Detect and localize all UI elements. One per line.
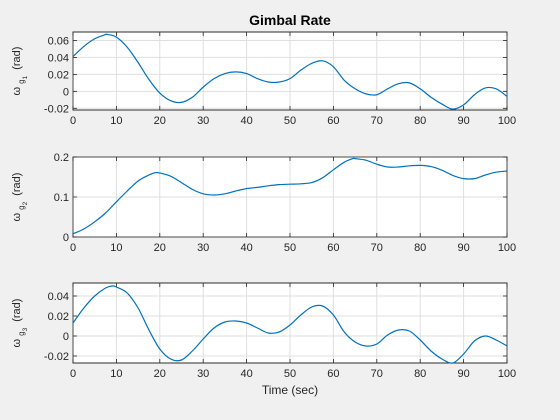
chart-title: Gimbal Rate bbox=[249, 12, 331, 28]
y-label-subscript: g bbox=[17, 79, 26, 83]
y-tick-label: 0.1 bbox=[54, 192, 69, 204]
x-tick-label: 90 bbox=[457, 115, 469, 127]
x-tick-label: 30 bbox=[197, 115, 209, 127]
y-tick-label: -0.02 bbox=[44, 103, 69, 115]
y-tick-label: 0.04 bbox=[48, 291, 69, 303]
x-tick-label: 10 bbox=[110, 368, 122, 380]
y-label-subscript: g bbox=[17, 205, 26, 209]
x-tick-label: 10 bbox=[110, 242, 122, 254]
y-label-unit: (rad) bbox=[11, 299, 23, 322]
x-tick-label: 40 bbox=[240, 242, 252, 254]
subplot-2: 0 10 20 30 40 50 60 70 80 90 100 0 0.1 0.2 ωg2 (rad) bbox=[11, 152, 516, 254]
y-label-subscript: g bbox=[17, 331, 26, 335]
series-line-1 bbox=[72, 33, 508, 110]
x-tick-label: 100 bbox=[498, 115, 516, 127]
x-tick-label: 80 bbox=[414, 242, 426, 254]
y-axis-label: ωg2 (rad) bbox=[11, 173, 29, 222]
x-tick-label: 40 bbox=[240, 115, 252, 127]
y-tick-label: 0.06 bbox=[48, 35, 69, 47]
x-tick-label: 30 bbox=[197, 368, 209, 380]
y-label-symbol: ω bbox=[11, 86, 23, 95]
x-tick-label: 90 bbox=[457, 242, 469, 254]
y-tick-label: 0.04 bbox=[48, 52, 69, 64]
x-tick-label: 60 bbox=[327, 242, 339, 254]
subplot-3: 0 10 20 30 40 50 60 70 80 90 100-0.0200.020.04ωg3(… bbox=[11, 282, 516, 380]
x-tick-label: 50 bbox=[284, 242, 296, 254]
x-tick-label: 20 bbox=[154, 115, 166, 127]
y-label-subsubscript: 1 bbox=[22, 75, 29, 79]
x-tick-label: 70 bbox=[371, 368, 383, 380]
y-tick-label: 0 bbox=[63, 331, 69, 343]
x-axis-label: Time (sec) bbox=[262, 383, 318, 397]
y-label-symbol: ω bbox=[11, 212, 23, 221]
subplot-1: 0 10 20 30 40 50 60 70 80 90 100-0.0200.020.040.06… bbox=[11, 31, 516, 127]
series-line-3 bbox=[72, 285, 508, 364]
y-tick-label: 0 bbox=[63, 232, 69, 244]
x-tick-label: 100 bbox=[498, 242, 516, 254]
y-tick-label: 0.02 bbox=[48, 311, 69, 323]
x-tick-label: 20 bbox=[154, 368, 166, 380]
x-tick-label: 0 bbox=[70, 368, 76, 380]
x-tick-label: 40 bbox=[240, 368, 252, 380]
y-tick-label: 0.2 bbox=[54, 152, 69, 164]
x-tick-label: 0 bbox=[70, 242, 76, 254]
x-tick-label: 20 bbox=[154, 242, 166, 254]
y-label-unit: (rad) bbox=[11, 47, 23, 70]
x-tick-label: 30 bbox=[197, 242, 209, 254]
y-label-symbol: ω bbox=[11, 338, 23, 347]
y-label-subsubscript: 2 bbox=[22, 201, 29, 205]
y-axis-label: ωg3 (rad) bbox=[11, 299, 29, 348]
x-tick-label: 80 bbox=[414, 115, 426, 127]
x-tick-label: 70 bbox=[371, 115, 383, 127]
series-line-2 bbox=[72, 157, 508, 235]
y-label-unit: (rad) bbox=[11, 173, 23, 196]
x-tick-label: 60 bbox=[327, 368, 339, 380]
x-tick-label: 0 bbox=[70, 115, 76, 127]
x-tick-label: 10 bbox=[110, 115, 122, 127]
y-tick-label: 0.02 bbox=[48, 69, 69, 81]
y-label-subsubscript: 3 bbox=[22, 327, 29, 331]
y-tick-label: -0.02 bbox=[44, 351, 69, 363]
y-tick-label: 0 bbox=[63, 86, 69, 98]
x-tick-label: 80 bbox=[414, 368, 426, 380]
x-tick-label: 100 bbox=[498, 368, 516, 380]
x-tick-label: 50 bbox=[284, 115, 296, 127]
x-tick-label: 60 bbox=[327, 115, 339, 127]
y-axis-label: ωg1 (rad) bbox=[11, 47, 29, 96]
x-tick-label: 70 bbox=[371, 242, 383, 254]
x-tick-label: 90 bbox=[457, 368, 469, 380]
x-tick-label: 50 bbox=[284, 368, 296, 380]
